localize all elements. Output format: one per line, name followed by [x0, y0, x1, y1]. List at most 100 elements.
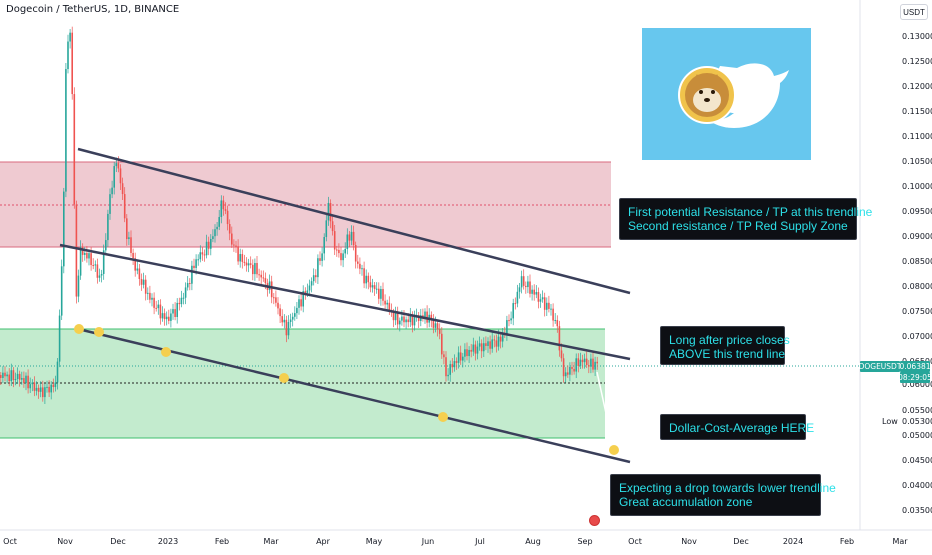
candle-body	[554, 320, 556, 322]
price-tick-label: 0.11500	[902, 107, 932, 116]
candle-body	[573, 368, 575, 372]
candle-body	[590, 358, 592, 367]
time-tick-label: Sep	[577, 537, 592, 546]
candle-body	[373, 285, 376, 289]
candle-body	[375, 288, 378, 290]
candle-body	[321, 253, 323, 261]
candle-body	[241, 254, 244, 262]
price-tick-label: 0.09000	[902, 232, 932, 241]
candle-body	[388, 302, 391, 311]
candle-body	[134, 258, 136, 271]
candle-body	[354, 244, 357, 262]
candle-body	[98, 275, 101, 278]
candle-body	[96, 264, 99, 278]
candle-body	[491, 339, 493, 349]
time-tick-label: Mar	[892, 537, 908, 546]
price-tick-label: 0.04000	[902, 481, 932, 490]
candle-body	[348, 234, 351, 241]
candle-body	[394, 313, 397, 321]
time-tick-label: Jul	[474, 537, 485, 546]
time-tick-label: Jun	[421, 537, 435, 546]
candle-body	[245, 262, 248, 266]
time-tick-label: Feb	[840, 537, 854, 546]
candle-body	[126, 218, 128, 240]
candle-body	[48, 386, 50, 393]
long-line-2: ABOVE this trend line	[669, 347, 786, 361]
candle-body	[531, 289, 533, 294]
dca-arrow-line	[619, 426, 663, 441]
candle-body	[357, 261, 359, 264]
candle-body	[525, 285, 527, 288]
candle-body	[466, 349, 468, 357]
candle-body	[84, 252, 86, 255]
candle-body	[298, 299, 300, 308]
candle-body	[75, 204, 78, 297]
candle-body	[472, 344, 475, 352]
candle-body	[344, 248, 346, 254]
candle-body	[214, 229, 216, 237]
candle-body	[527, 281, 529, 288]
candle-body	[338, 249, 340, 254]
price-tick-label: 0.06000	[902, 380, 932, 389]
resistance-line-2: Second resistance / TP Red Supply Zone	[628, 219, 848, 233]
touch-marker	[74, 324, 84, 334]
candle-body	[176, 302, 178, 318]
candle-body	[231, 233, 233, 245]
candle-body	[543, 297, 546, 310]
candle-body	[189, 283, 191, 285]
touch-marker	[609, 445, 619, 455]
candle-body	[94, 264, 97, 266]
upper-trendline	[77, 147, 631, 295]
candle-body	[380, 288, 382, 299]
candle-body	[304, 291, 307, 293]
candle-body	[546, 302, 548, 310]
candle-body	[459, 352, 462, 361]
candle-body	[541, 297, 544, 300]
time-tick-label: 2024	[783, 537, 803, 546]
candle-body	[407, 319, 409, 323]
candle-body	[2, 372, 4, 378]
candle-body	[363, 268, 365, 284]
currency-badge[interactable]: USDT	[900, 4, 928, 20]
candle-body	[243, 261, 246, 263]
price-tick-label: 0.08000	[902, 282, 932, 291]
candle-body	[109, 194, 111, 214]
candle-body	[474, 344, 477, 354]
candle-body	[44, 387, 46, 398]
middle-trendline	[59, 243, 631, 361]
candle-body	[457, 352, 460, 363]
candle-body	[359, 263, 361, 269]
us-flag-icon[interactable]	[589, 515, 600, 526]
candle-body	[73, 94, 76, 205]
candle-body	[254, 263, 256, 275]
logo-graphic	[678, 63, 789, 128]
resistance-arrow-line	[649, 237, 859, 286]
low-label: Low	[882, 417, 898, 426]
candle-body	[550, 308, 552, 310]
candle-body	[102, 250, 105, 274]
candle-body	[306, 290, 309, 293]
doge-twitter-logo	[642, 28, 811, 160]
candle-body	[178, 302, 181, 305]
resistance-callout: First potential Resistance / TP at this …	[619, 198, 872, 240]
candle-body	[67, 41, 69, 70]
candle-body	[195, 259, 197, 268]
candle-body	[144, 279, 147, 294]
candle-body	[155, 307, 157, 309]
candle-body	[275, 297, 277, 303]
price-tick-label: 0.03500	[902, 506, 932, 515]
candle-body	[172, 309, 174, 314]
candle-body	[476, 346, 479, 354]
candle-body	[409, 314, 412, 323]
candle-body	[105, 240, 107, 251]
candle-body	[331, 221, 334, 232]
candle-body	[65, 69, 67, 192]
candle-body	[596, 361, 598, 364]
candle-body	[69, 32, 71, 42]
candle-body	[350, 231, 353, 241]
candle-body	[508, 320, 510, 322]
candle-body	[340, 253, 342, 261]
price-tick-label: 0.10000	[902, 182, 932, 191]
price-tick-label: 0.04500	[902, 456, 932, 465]
